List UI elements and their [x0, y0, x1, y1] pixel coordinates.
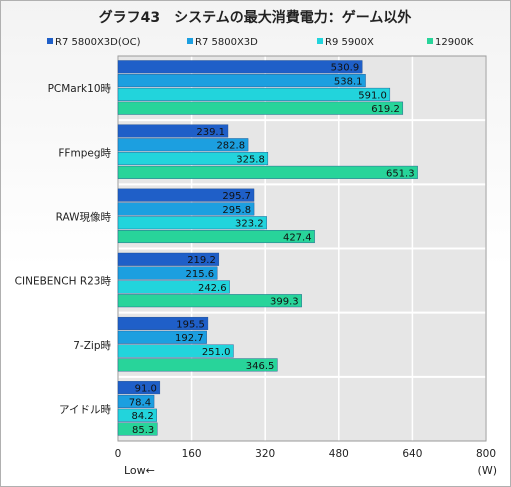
- category-bands: [117, 55, 487, 442]
- bar: [117, 358, 278, 372]
- category-labels: PCMark10時 FFmpeg時 RAW現像時 CINEBENCH R23時 7-Zi…: [15, 83, 112, 416]
- bar: [117, 138, 249, 152]
- bar-value-label: 538.1: [334, 77, 363, 88]
- bar: [117, 344, 234, 358]
- bar-value-label: 282.8: [216, 141, 245, 152]
- bar-value-label: 192.7: [175, 333, 204, 344]
- bar: [117, 266, 218, 280]
- bar-value-label: 91.0: [135, 384, 157, 395]
- legend-swatch: [317, 38, 323, 44]
- bar-value-label: 619.2: [371, 104, 400, 115]
- x-tick-label: 480: [329, 448, 349, 460]
- legend-item: R7 5800X3D: [187, 37, 258, 48]
- legend-item: R7 5800X3D(OC): [47, 37, 141, 48]
- bar-value-label: 239.1: [196, 127, 225, 138]
- bar: [117, 408, 157, 422]
- category-label: アイドル時: [59, 404, 111, 416]
- legend-swatch: [427, 38, 433, 44]
- bar: [117, 188, 255, 202]
- bar-value-label: 85.3: [132, 425, 154, 436]
- bar: [117, 316, 209, 330]
- bar-value-label: 84.2: [131, 411, 153, 422]
- x-tick-label: 160: [182, 448, 202, 460]
- bar-value-label: 346.5: [246, 361, 275, 372]
- legend-item: R9 5900X: [317, 37, 374, 48]
- bar: [117, 165, 418, 179]
- bar-value-label: 295.8: [222, 205, 251, 216]
- legend-label: R7 5800X3D(OC): [55, 37, 141, 48]
- legend-label: 12900K: [435, 37, 474, 48]
- x-tick-label: 640: [402, 448, 422, 460]
- bar-value-label: 242.6: [198, 283, 227, 294]
- category-label: 7-Zip時: [73, 340, 111, 352]
- bar-value-label: 295.7: [222, 191, 251, 202]
- bar-value-label: 325.8: [236, 154, 265, 165]
- bar: [117, 202, 255, 216]
- legend-item: 12900K: [427, 37, 474, 48]
- bar-value-label: 651.3: [386, 168, 415, 179]
- x-tick-label: 800: [476, 448, 496, 460]
- bar: [117, 280, 230, 294]
- category-label: FFmpeg時: [58, 147, 111, 159]
- bar-value-label: 530.9: [331, 63, 360, 74]
- bar: [117, 60, 363, 74]
- legend-swatch: [47, 38, 53, 44]
- x-tick-label: 0: [115, 448, 122, 460]
- legend: R7 5800X3D(OC) R7 5800X3D R9 5900X 12900K: [47, 37, 474, 48]
- bar-value-label: 215.6: [186, 269, 215, 280]
- bar-value-label: 399.3: [270, 297, 299, 308]
- category-label: PCMark10時: [48, 83, 112, 95]
- bar: [117, 294, 302, 308]
- x-tick-label: 320: [255, 448, 275, 460]
- bar-value-label: 78.4: [129, 397, 151, 408]
- x-axis-unit: (W): [478, 464, 497, 477]
- plot-border: [117, 55, 487, 442]
- chart-title: グラフ43 システムの最大消費電力：ゲーム以外: [99, 9, 412, 26]
- bar: [117, 252, 220, 266]
- bar: [117, 87, 391, 101]
- bar: [117, 381, 161, 395]
- bar: [117, 230, 315, 244]
- bar: [117, 152, 269, 166]
- category-label: CINEBENCH R23時: [15, 276, 112, 288]
- category-label: RAW現像時: [56, 211, 112, 223]
- bar-value-label: 195.5: [176, 319, 205, 330]
- bar: [117, 124, 229, 138]
- bar: [117, 422, 158, 436]
- bar-value-label: 427.4: [283, 232, 312, 243]
- bar-value-label: 251.0: [202, 347, 231, 358]
- bar: [117, 74, 366, 88]
- legend-label: R7 5800X3D: [195, 37, 258, 48]
- legend-label: R9 5900X: [325, 37, 374, 48]
- bar-value-label: 219.2: [187, 255, 216, 266]
- bar: [117, 216, 267, 230]
- bar-value-label: 323.2: [235, 219, 264, 230]
- x-axis-low-label: Low←: [124, 464, 155, 477]
- x-tick-labels: 0 160 320 480 640 800: [115, 448, 496, 460]
- bar: [117, 101, 404, 115]
- bar-value-label: 591.0: [358, 90, 387, 101]
- bar: [117, 394, 155, 408]
- legend-swatch: [187, 38, 193, 44]
- bars: 530.9 538.1 591.0 619.2 239.1 282.8 325.8 651.3…: [117, 60, 418, 436]
- bar: [117, 330, 207, 344]
